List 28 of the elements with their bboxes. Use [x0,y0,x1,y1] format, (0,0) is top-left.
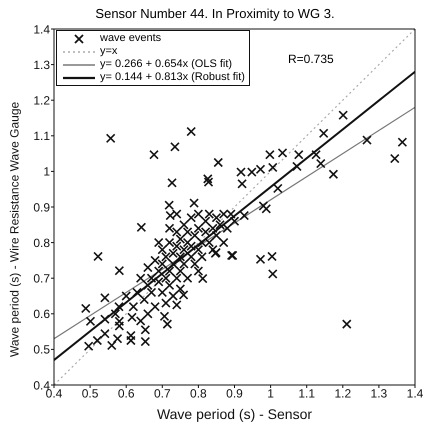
y-tick-label: 1.1 [33,129,50,144]
y-tick-label: 0.7 [33,271,50,286]
x-tick-label: 0.8 [190,386,208,401]
x-tick-label: 1 [267,386,274,401]
legend-label: y= 0.266 + 0.654x (OLS fit) [100,58,232,71]
x-axis-title: Wave period (s) - Sensor [156,406,312,422]
y-tick-label: 1 [43,164,50,179]
x-tick-label: 0.7 [154,386,171,401]
x-tick-label: 0.9 [226,386,244,401]
legend-label: y=x [100,45,118,58]
y-axis-title: Wave period (s) - Wire Resistance Wave Gauge [7,101,22,357]
chart-title: Sensor Number 44. In Proximity to WG 3. [94,6,336,21]
annotation: R=0.735 [288,52,334,66]
x-tick-label: 1.2 [334,386,352,401]
x-tick-label: 0.6 [118,386,135,401]
x-tick-label: 1.1 [298,386,316,401]
legend-label: y= 0.144 + 0.813x (Robust fit) [100,71,245,84]
x-tick-label: 1.4 [406,386,424,401]
y-tick-label: 0.5 [33,342,50,357]
y-tick-label: 0.6 [33,307,50,322]
legend-label: wave events [100,32,162,45]
y-tick-label: 1.3 [33,58,50,72]
y-tick-label: 0.9 [33,200,50,214]
y-tick-label: 1.2 [33,93,50,108]
y-tick-label: 0.8 [33,236,50,250]
y-tick-label: 1.4 [33,22,50,36]
x-tick-label: 1.3 [370,386,388,401]
x-tick-label: 0.5 [82,386,99,401]
